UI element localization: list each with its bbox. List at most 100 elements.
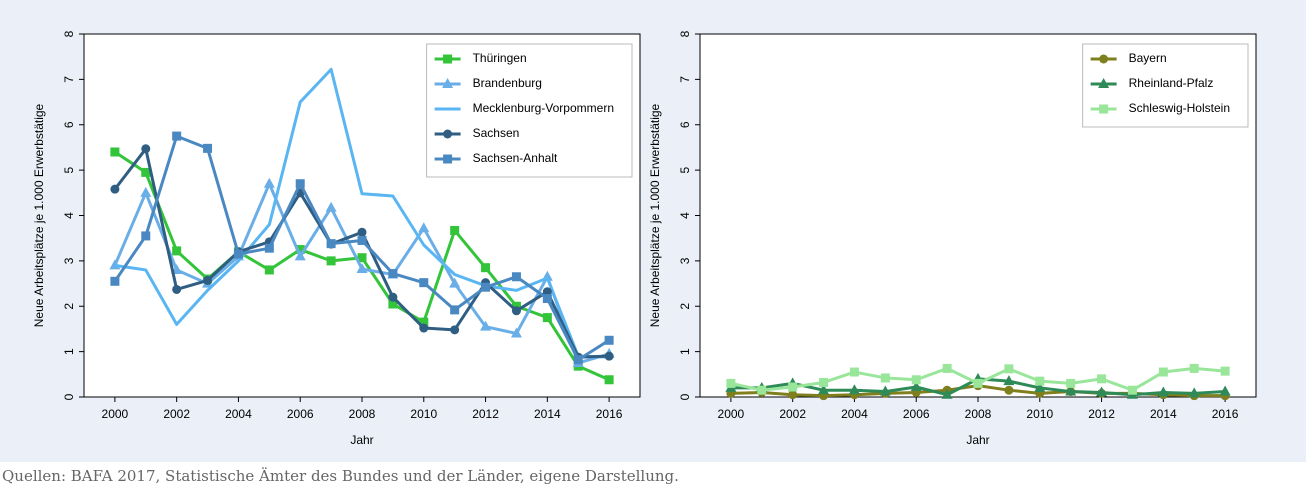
marker — [1127, 385, 1137, 395]
legend-marker — [1099, 104, 1109, 114]
marker — [1003, 375, 1015, 386]
marker — [788, 390, 798, 400]
marker — [388, 292, 398, 302]
marker — [140, 186, 152, 197]
marker — [110, 184, 120, 194]
legend-marker — [1098, 78, 1110, 88]
marker — [1066, 378, 1076, 388]
marker — [818, 384, 830, 395]
y-tick-label: 5 — [678, 166, 692, 173]
marker — [388, 269, 398, 279]
x-tick-label: 2000 — [102, 407, 129, 421]
marker — [141, 144, 151, 154]
marker — [880, 373, 890, 383]
marker — [203, 275, 213, 285]
x-tick-label: 2010 — [410, 407, 437, 421]
marker — [604, 375, 614, 385]
marker — [325, 201, 337, 212]
caption: Quellen: BAFA 2017, Statistische Ämter d… — [2, 467, 679, 485]
y-tick-label: 2 — [678, 303, 692, 310]
x-tick-label: 2012 — [1088, 407, 1115, 421]
y-tick-label: 2 — [62, 303, 76, 310]
marker — [141, 231, 151, 241]
y-axis-label: Neue Arbeitsplätze je 1.000 Erwerbstätig… — [32, 103, 46, 327]
y-tick-label: 4 — [62, 212, 76, 219]
marker — [849, 367, 859, 377]
x-tick-label: 2004 — [841, 407, 868, 421]
marker — [172, 284, 182, 294]
marker — [1157, 386, 1169, 397]
y-tick-label: 7 — [678, 76, 692, 83]
x-tick-label: 2010 — [1026, 407, 1053, 421]
marker — [510, 327, 522, 338]
marker — [757, 385, 767, 395]
x-tick-label: 2006 — [903, 407, 930, 421]
y-tick-label: 0 — [678, 393, 692, 400]
y-tick-label: 3 — [62, 257, 76, 264]
marker — [481, 282, 491, 292]
legend-marker — [442, 78, 454, 88]
legend-marker — [1099, 54, 1109, 64]
x-tick-label: 2008 — [349, 407, 376, 421]
marker — [357, 227, 367, 237]
marker — [1219, 385, 1231, 396]
marker — [419, 323, 429, 333]
marker — [481, 263, 491, 273]
legend-label: Schleswig-Holstein — [1129, 101, 1230, 115]
x-tick-label: 2004 — [225, 407, 252, 421]
y-tick-label: 8 — [678, 30, 692, 37]
marker — [542, 294, 552, 304]
marker — [542, 287, 552, 297]
y-axis-label: Neue Arbeitsplätze je 1.000 Erwerbstätig… — [648, 103, 662, 327]
legend-marker — [443, 154, 453, 164]
marker — [110, 147, 120, 157]
marker — [1096, 386, 1108, 397]
y-tick-label: 8 — [62, 30, 76, 37]
marker — [511, 272, 521, 282]
x-tick-label: 2002 — [779, 407, 806, 421]
x-axis-label: Jahr — [966, 433, 989, 447]
marker — [726, 378, 736, 388]
y-tick-label: 6 — [678, 121, 692, 128]
marker — [233, 249, 243, 259]
marker — [326, 239, 336, 249]
legend-label: Sachsen-Anhalt — [473, 151, 558, 165]
legend-label: Rheinland-Pfalz — [1129, 76, 1214, 90]
x-tick-label: 2000 — [718, 407, 745, 421]
marker — [419, 278, 429, 288]
marker — [450, 325, 460, 335]
marker — [1034, 381, 1046, 392]
marker — [203, 143, 213, 153]
marker — [973, 378, 983, 388]
marker — [450, 305, 460, 315]
marker — [819, 377, 829, 387]
x-tick-label: 2016 — [1212, 407, 1239, 421]
series-line — [114, 67, 610, 359]
marker — [1035, 376, 1045, 386]
marker — [294, 250, 306, 261]
marker — [910, 381, 922, 392]
marker — [942, 363, 952, 373]
marker — [172, 246, 182, 256]
legend-label: Bayern — [1129, 51, 1167, 65]
x-tick-label: 2008 — [965, 407, 992, 421]
x-tick-label: 2014 — [534, 407, 561, 421]
marker — [141, 167, 151, 177]
marker — [573, 355, 583, 365]
marker — [357, 253, 367, 263]
marker — [264, 265, 274, 275]
marker — [450, 225, 460, 235]
marker — [788, 382, 798, 392]
marker — [263, 177, 275, 188]
marker — [264, 243, 274, 253]
marker — [1220, 366, 1230, 376]
legend-label: Thüringen — [473, 51, 527, 65]
marker — [1004, 385, 1014, 395]
marker — [357, 235, 367, 245]
marker — [388, 299, 398, 309]
marker — [480, 320, 492, 331]
y-tick-label: 4 — [678, 212, 692, 219]
y-tick-label: 6 — [62, 121, 76, 128]
y-tick-label: 5 — [62, 166, 76, 173]
